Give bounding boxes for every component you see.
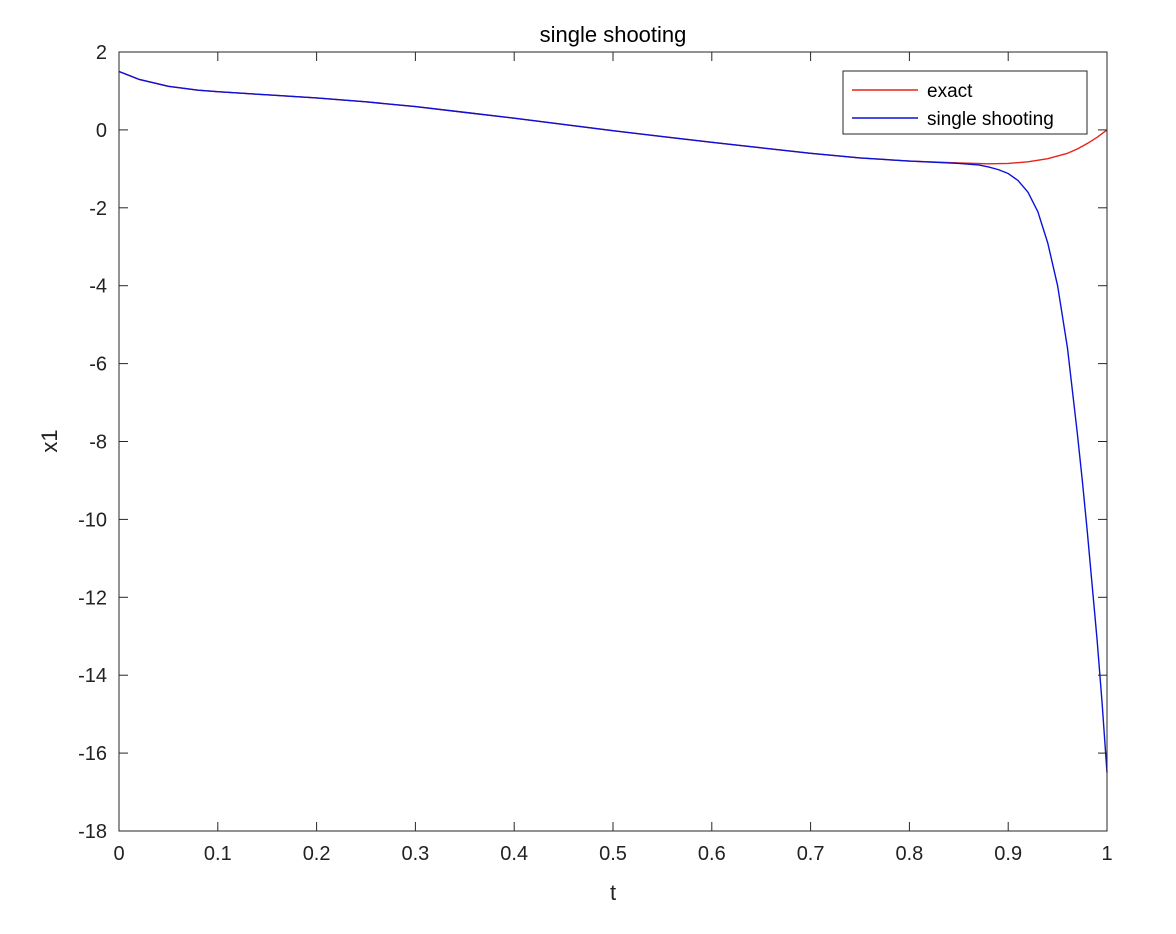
y-tick-label: -2 — [89, 198, 107, 220]
y-tick-label: -10 — [78, 509, 107, 531]
x-tick-label: 0.4 — [500, 843, 528, 865]
x-tick-label: 0.6 — [698, 843, 726, 865]
legend: exact single shooting — [842, 70, 1088, 135]
y-tick-label: -18 — [78, 821, 107, 843]
chart-title: single shooting — [540, 22, 687, 47]
x-tick-label: 0.3 — [401, 843, 429, 865]
legend-label-exact: exact — [927, 81, 973, 102]
y-tick-label: -4 — [89, 276, 107, 298]
x-tick-label: 0.5 — [599, 843, 627, 865]
y-tick-label: 2 — [96, 42, 107, 64]
y-tick-label: -8 — [89, 432, 107, 454]
y-tick-label: -12 — [78, 587, 107, 609]
legend-label-single-shooting: single shooting — [927, 109, 1054, 130]
x-tick-label: 0 — [113, 843, 124, 865]
series-layer — [118, 70, 1108, 773]
x-tick-label: 0.1 — [204, 843, 232, 865]
x-tick-label: 0.2 — [303, 843, 331, 865]
x-tick-label: 0.8 — [895, 843, 923, 865]
y-axis-label: x1 — [37, 429, 62, 452]
series-line-single-shooting — [118, 70, 1108, 773]
y-tick-label: -16 — [78, 743, 107, 765]
y-tick-label: -6 — [89, 354, 107, 376]
y-tick-label: 0 — [96, 120, 107, 142]
legend-box — [842, 70, 1088, 135]
plot-area — [119, 52, 1107, 831]
axes-layer: 0 0.1 0.2 0.3 0.4 0.5 0.6 0.7 0.8 0.9 1 2 0 -2 -4 -6 -8 -… — [78, 42, 1112, 865]
x-tick-label: 0.9 — [994, 843, 1022, 865]
x-tick-label: 0.7 — [797, 843, 825, 865]
y-tick-label: -14 — [78, 665, 107, 687]
x-tick-label: 1 — [1101, 843, 1112, 865]
x-axis-label: t — [610, 880, 616, 905]
